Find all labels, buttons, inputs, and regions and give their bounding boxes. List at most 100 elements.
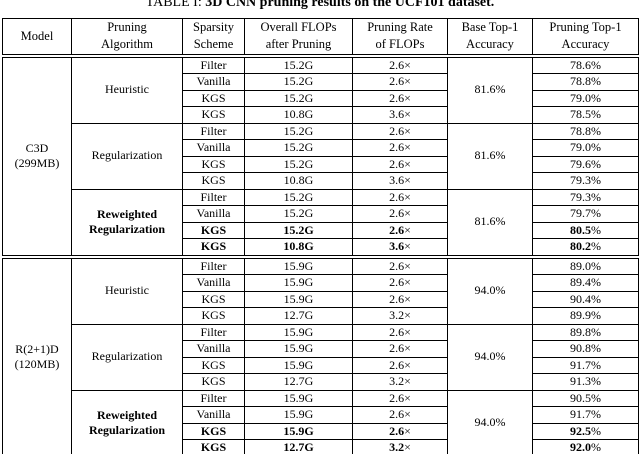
flops-cell: 15.9G (244, 389, 353, 407)
scheme-cell: KGS (182, 106, 245, 124)
scheme-cell: KGS (182, 439, 245, 454)
pruning-accuracy-cell: 91.7% (532, 406, 639, 424)
column-header-sparsity-scheme: Sparsity Scheme (182, 18, 245, 58)
base-accuracy-cell: 94.0% (447, 254, 533, 325)
scheme-cell: KGS (182, 373, 245, 391)
table-row: Reweighted Regularization Filter 15.9G 2.6× 9… (3, 389, 639, 454)
pruning-accuracy-cell: 89.8% (532, 323, 639, 341)
pruning-accuracy-cell: 89.0% (532, 254, 639, 275)
flops-cell: 15.9G (244, 340, 353, 358)
rate-cell: 3.2× (352, 373, 448, 391)
model-cell: R(2+1)D (120MB) (2, 254, 72, 454)
rate-cell: 2.6× (352, 55, 448, 74)
algorithm-cell: Regularization (71, 323, 183, 391)
base-accuracy-cell: 81.6% (447, 55, 533, 124)
table-row: KGS 10.8G 3.6× 79.3% (3, 172, 639, 190)
flops-cell: 15.9G (244, 422, 353, 440)
pruning-accuracy-cell: 89.4% (532, 274, 639, 292)
rate-cell: 2.6× (352, 323, 448, 341)
scheme-cell: Vanilla (182, 73, 245, 91)
scheme-cell: Filter (182, 254, 245, 275)
rate-cell: 3.6× (352, 238, 448, 257)
flops-cell: 15.2G (244, 55, 353, 74)
flops-cell: 15.2G (244, 155, 353, 173)
flops-cell: 10.8G (244, 106, 353, 124)
algorithm-cell: Reweighted Regularization (71, 389, 183, 454)
rate-cell: 2.6× (352, 73, 448, 91)
flops-cell: 15.9G (244, 406, 353, 424)
scheme-cell: Vanilla (182, 205, 245, 223)
pruning-accuracy-cell: 92.0% (532, 439, 639, 454)
rate-cell: 2.6× (352, 340, 448, 358)
pruning-accuracy-cell: 90.5% (532, 389, 639, 407)
base-accuracy-cell: 81.6% (447, 188, 533, 257)
table-row: KGS 15.9G 2.6× 90.4% (3, 290, 639, 308)
table-row: Regularization Filter 15.2G 2.6× 81.6% 78.8% (3, 122, 639, 190)
table-row: KGS 15.9G 2.6× 92.5% (3, 422, 639, 440)
table-body: C3D (299MB) Heuristic Filter 15.2G 2.6× 81.6% 7… (2, 55, 639, 454)
flops-cell: 15.2G (244, 188, 353, 206)
flops-cell: 12.7G (244, 373, 353, 391)
column-header-base-accuracy: Base Top-1 Accuracy (447, 18, 533, 58)
rate-cell: 2.6× (352, 254, 448, 275)
rate-cell: 2.6× (352, 290, 448, 308)
scheme-cell: Vanilla (182, 406, 245, 424)
flops-cell: 15.9G (244, 274, 353, 292)
base-accuracy-cell: 94.0% (447, 323, 533, 391)
flops-cell: 10.8G (244, 238, 353, 257)
pruning-accuracy-cell: 92.5% (532, 422, 639, 440)
pruning-accuracy-cell: 78.5% (532, 106, 639, 124)
scheme-cell: Vanilla (182, 340, 245, 358)
rate-cell: 2.6× (352, 356, 448, 374)
pruning-accuracy-cell: 79.0% (532, 139, 639, 157)
header-row: Model Pruning Algorithm Sparsity Scheme Overa… (2, 18, 639, 58)
pruning-accuracy-cell: 78.8% (532, 122, 639, 140)
table-row: KGS 12.7G 3.2× 92.0% (3, 439, 639, 454)
pruning-accuracy-cell: 79.3% (532, 172, 639, 190)
table-row: KGS 15.9G 2.6× 91.7% (3, 356, 639, 374)
rate-cell: 2.6× (352, 221, 448, 239)
base-accuracy-cell: 94.0% (447, 389, 533, 454)
scheme-cell: KGS (182, 290, 245, 308)
pruning-accuracy-cell: 79.7% (532, 205, 639, 223)
pruning-accuracy-cell: 79.3% (532, 188, 639, 206)
flops-cell: 15.2G (244, 139, 353, 157)
table-row: Regularization Filter 15.9G 2.6× 94.0% 89.8% (3, 323, 639, 391)
scheme-cell: KGS (182, 356, 245, 374)
pruning-accuracy-cell: 91.7% (532, 356, 639, 374)
scheme-cell: KGS (182, 221, 245, 239)
flops-cell: 15.2G (244, 221, 353, 239)
flops-cell: 15.9G (244, 254, 353, 275)
pruning-accuracy-cell: 79.0% (532, 89, 639, 107)
flops-cell: 15.2G (244, 205, 353, 223)
rate-cell: 2.6× (352, 188, 448, 206)
caption-label: TABLE I: (145, 0, 206, 10)
algorithm-cell: Heuristic (71, 55, 183, 124)
table-row: Vanilla 15.2G 2.6× 79.0% (3, 139, 639, 157)
flops-cell: 15.2G (244, 122, 353, 140)
table-row: Vanilla 15.9G 2.6× 90.8% (3, 340, 639, 358)
rate-cell: 2.6× (352, 274, 448, 292)
table-row: Reweighted Regularization Filter 15.2G 2.6× 8… (3, 188, 639, 257)
rate-cell: 2.6× (352, 205, 448, 223)
scheme-cell: KGS (182, 238, 245, 257)
flops-cell: 12.7G (244, 439, 353, 454)
pruning-accuracy-cell: 80.5% (532, 221, 639, 239)
column-header-model: Model (2, 18, 72, 58)
scheme-cell: Vanilla (182, 139, 245, 157)
algorithm-cell: Heuristic (71, 254, 183, 325)
table-row: Vanilla 15.2G 2.6× 79.7% (3, 205, 639, 223)
table-caption: TABLE I: 3D CNN pruning results on the U… (0, 0, 640, 10)
scheme-cell: KGS (182, 89, 245, 107)
scheme-cell: Filter (182, 188, 245, 206)
rate-cell: 2.6× (352, 422, 448, 440)
scheme-cell: Filter (182, 55, 245, 74)
flops-cell: 15.2G (244, 73, 353, 91)
table-row: KGS 10.8G 3.6× 78.5% (3, 106, 639, 124)
pruning-accuracy-cell: 91.3% (532, 373, 639, 391)
rate-cell: 2.6× (352, 139, 448, 157)
table-row: KGS 10.8G 3.6× 80.2% (3, 238, 639, 257)
rate-cell: 3.2× (352, 439, 448, 454)
rate-cell: 2.6× (352, 122, 448, 140)
scheme-cell: KGS (182, 155, 245, 173)
